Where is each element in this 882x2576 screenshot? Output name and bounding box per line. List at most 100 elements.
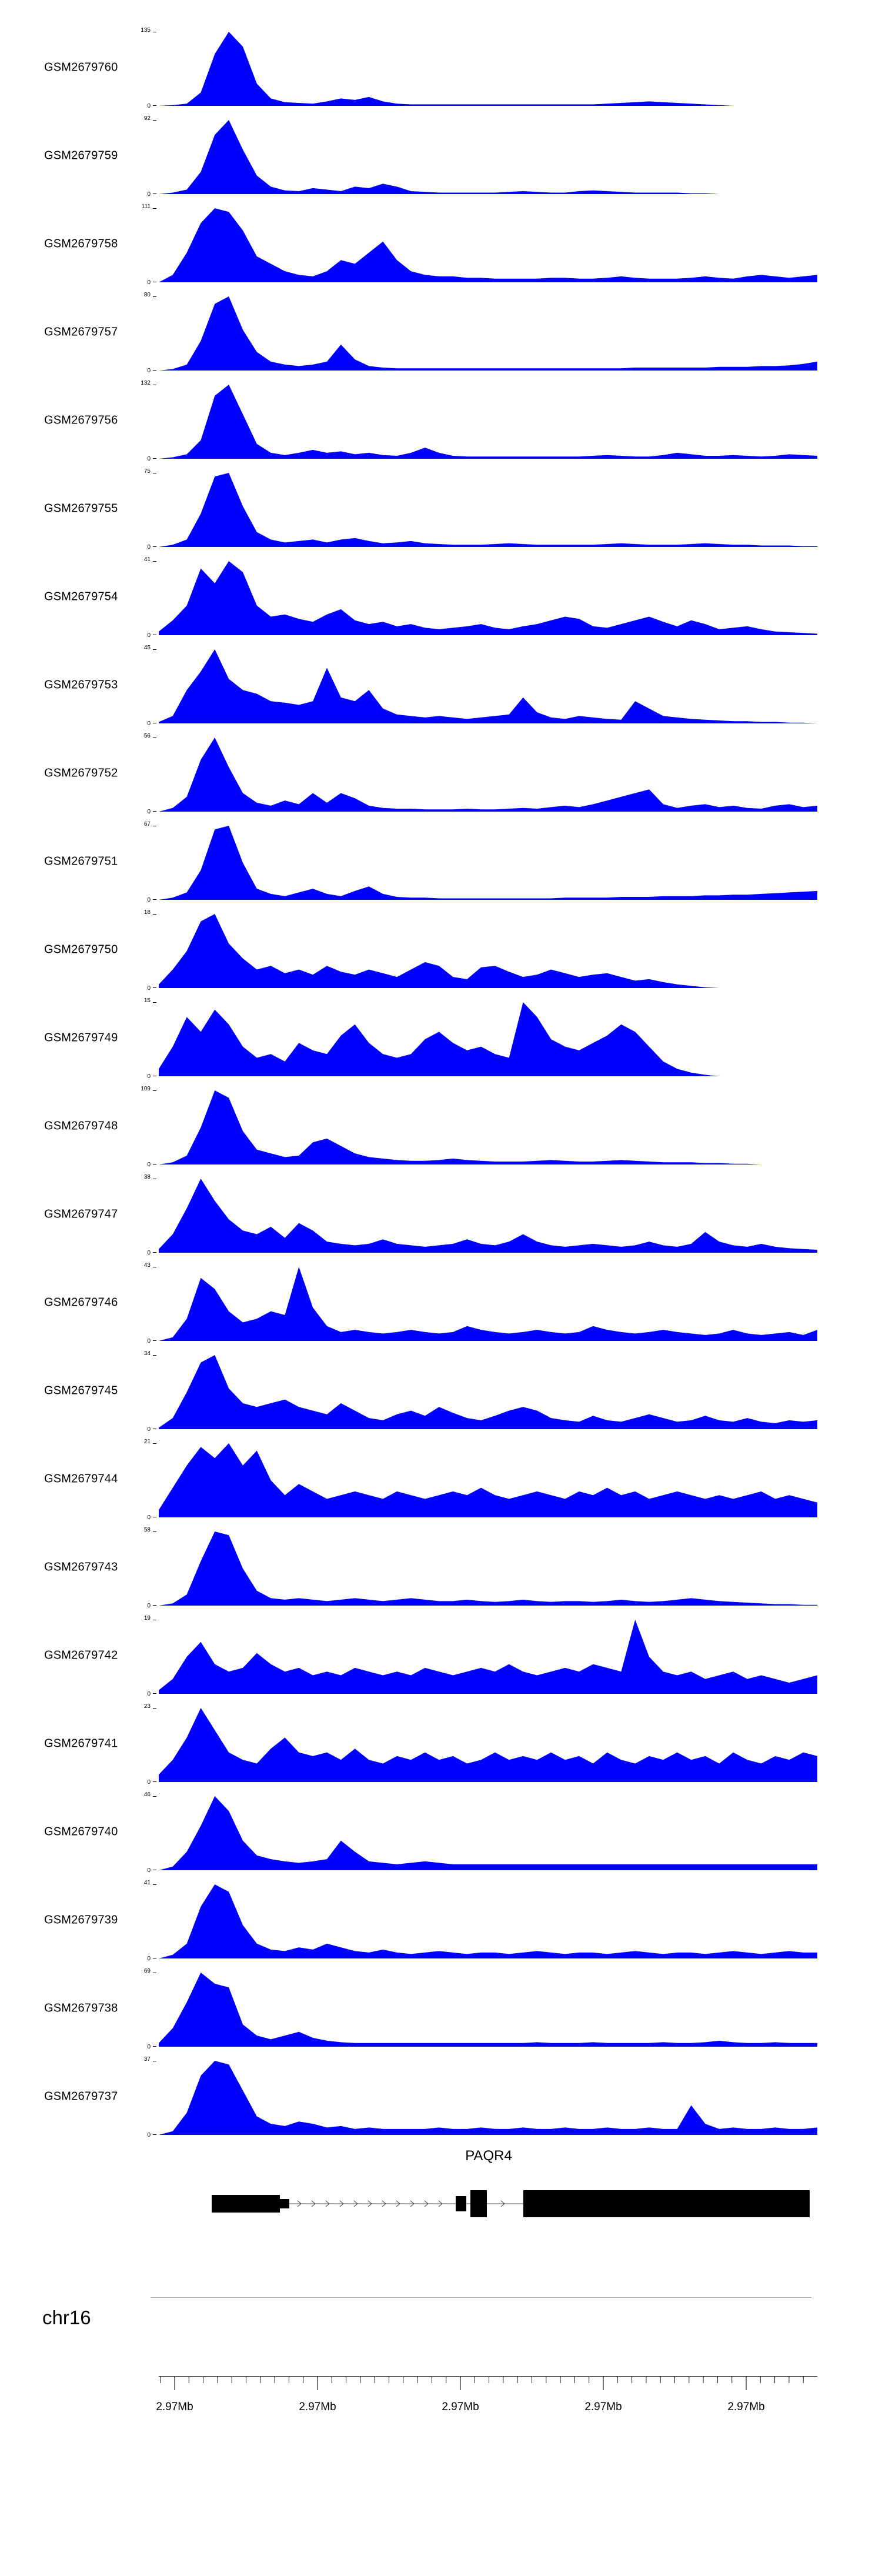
track-baseline-value: 0 <box>147 1956 151 1962</box>
track-ymax-value: 23 <box>143 1703 151 1710</box>
axis-tick <box>153 1708 156 1709</box>
axis-tick <box>153 2046 156 2047</box>
coverage-polygon <box>159 32 817 106</box>
intron-direction-arrow <box>311 2200 316 2207</box>
ruler-labels: 2.97Mb 2.97Mb 2.97Mb 2.97Mb 2.97Mb <box>156 2401 817 2418</box>
track-baseline-value: 0 <box>147 1426 151 1433</box>
track-label: GSM2679760 <box>44 61 118 74</box>
track-label: GSM2679754 <box>44 590 118 603</box>
track-label: GSM2679747 <box>44 1207 118 1221</box>
track-baseline-value: 0 <box>147 1162 151 1168</box>
exon-rect <box>280 2199 289 2208</box>
coverage-track-row: GSM2679759 92 0 <box>0 112 882 200</box>
ruler-coordinate-label: 2.97Mb <box>156 2401 193 2413</box>
track-ymax-value: 37 <box>143 2056 151 2063</box>
exon-rect <box>212 2195 280 2213</box>
axis-tick <box>153 1443 156 1444</box>
coverage-area-chart <box>159 473 817 547</box>
intron-direction-arrow <box>353 2200 358 2207</box>
track-baseline-value: 0 <box>147 191 151 198</box>
coverage-polygon <box>159 1179 817 1253</box>
axis-tick <box>153 987 156 988</box>
track-baseline-value: 0 <box>147 456 151 462</box>
track-label: GSM2679752 <box>44 766 118 780</box>
axis-tick <box>153 120 156 121</box>
track-label: GSM2679737 <box>44 2090 118 2103</box>
track-baseline-value: 0 <box>147 720 151 727</box>
intron-direction-arrow <box>396 2200 400 2207</box>
intron-direction-arrow <box>438 2200 443 2207</box>
coverage-polygon <box>159 1620 817 1694</box>
track-label: GSM2679742 <box>44 1649 118 1662</box>
coverage-area-chart <box>159 1090 817 1164</box>
track-ymax-value: 19 <box>143 1615 151 1621</box>
coverage-track-row: GSM2679742 19 0 <box>0 1611 882 1700</box>
coverage-track-row: GSM2679746 43 0 <box>0 1259 882 1347</box>
track-label: GSM2679757 <box>44 325 118 339</box>
track-label: GSM2679753 <box>44 678 118 692</box>
track-baseline-value: 0 <box>147 2132 151 2138</box>
ruler-coordinate-label: 2.97Mb <box>299 2401 336 2413</box>
coverage-area-chart <box>159 1443 817 1517</box>
intron-direction-arrow <box>382 2200 386 2207</box>
track-ymax-value: 56 <box>143 733 151 739</box>
track-label: GSM2679745 <box>44 1384 118 1397</box>
axis-tick <box>153 208 156 209</box>
axis-tick <box>153 296 156 297</box>
coverage-polygon <box>159 1796 817 1870</box>
coverage-polygon <box>159 296 817 371</box>
axis-tick <box>153 1781 156 1782</box>
coverage-track-row: GSM2679760 135 0 <box>0 24 882 112</box>
coverage-area-chart <box>159 738 817 812</box>
coverage-track-row: GSM2679744 21 0 <box>0 1435 882 1523</box>
coverage-area-chart <box>159 1973 817 2047</box>
track-label: GSM2679746 <box>44 1296 118 1309</box>
coverage-polygon <box>159 561 817 635</box>
axis-tick <box>153 1605 156 1606</box>
coverage-track-row: GSM2679741 23 0 <box>0 1700 882 1788</box>
axis-tick <box>153 899 156 900</box>
coverage-track-row: GSM2679739 41 0 <box>0 1876 882 1964</box>
coverage-area-chart <box>159 1002 817 1076</box>
axis-tick <box>153 2134 156 2135</box>
axis-tick <box>153 1002 156 1003</box>
track-ymax-value: 21 <box>143 1439 151 1445</box>
track-ymax-value: 41 <box>143 556 151 563</box>
chromosome-label: chr16 <box>42 2307 91 2328</box>
intron-direction-arrow <box>297 2200 302 2207</box>
coverage-area-chart <box>159 914 817 988</box>
intron-direction-arrow <box>500 2200 505 2207</box>
track-label: GSM2679739 <box>44 1913 118 1927</box>
track-label: GSM2679738 <box>44 2001 118 2015</box>
exon-rect <box>470 2190 487 2217</box>
exon-rect <box>456 2196 466 2211</box>
coverage-polygon <box>159 1884 817 1958</box>
coverage-track-row: GSM2679758 111 0 <box>0 200 882 288</box>
track-baseline-value: 0 <box>147 368 151 374</box>
coverage-track-row: GSM2679745 34 0 <box>0 1347 882 1435</box>
track-baseline-value: 0 <box>147 985 151 992</box>
track-label: GSM2679744 <box>44 1472 118 1486</box>
track-baseline-value: 0 <box>147 1073 151 1080</box>
track-ymax-value: 92 <box>143 115 151 122</box>
coverage-polygon <box>159 2061 817 2135</box>
track-ymax-value: 135 <box>141 27 151 34</box>
coverage-polygon <box>159 1355 817 1429</box>
coverage-polygon <box>159 914 817 988</box>
track-label: GSM2679751 <box>44 855 118 868</box>
axis-tick <box>153 105 156 106</box>
coverage-polygon <box>159 1531 817 1606</box>
track-ymax-value: 80 <box>143 292 151 298</box>
coverage-area-chart <box>159 296 817 371</box>
coverage-area-chart <box>159 649 817 723</box>
ruler-coordinate-label: 2.97Mb <box>442 2401 479 2413</box>
axis-tick <box>153 546 156 547</box>
track-ymax-value: 75 <box>143 468 151 475</box>
axis-tick <box>153 914 156 915</box>
track-baseline-value: 0 <box>147 1603 151 1609</box>
coverage-track-row: GSM2679754 41 0 <box>0 553 882 641</box>
track-baseline-value: 0 <box>147 897 151 903</box>
coverage-area-chart <box>159 1355 817 1429</box>
coverage-area-chart <box>159 120 817 194</box>
